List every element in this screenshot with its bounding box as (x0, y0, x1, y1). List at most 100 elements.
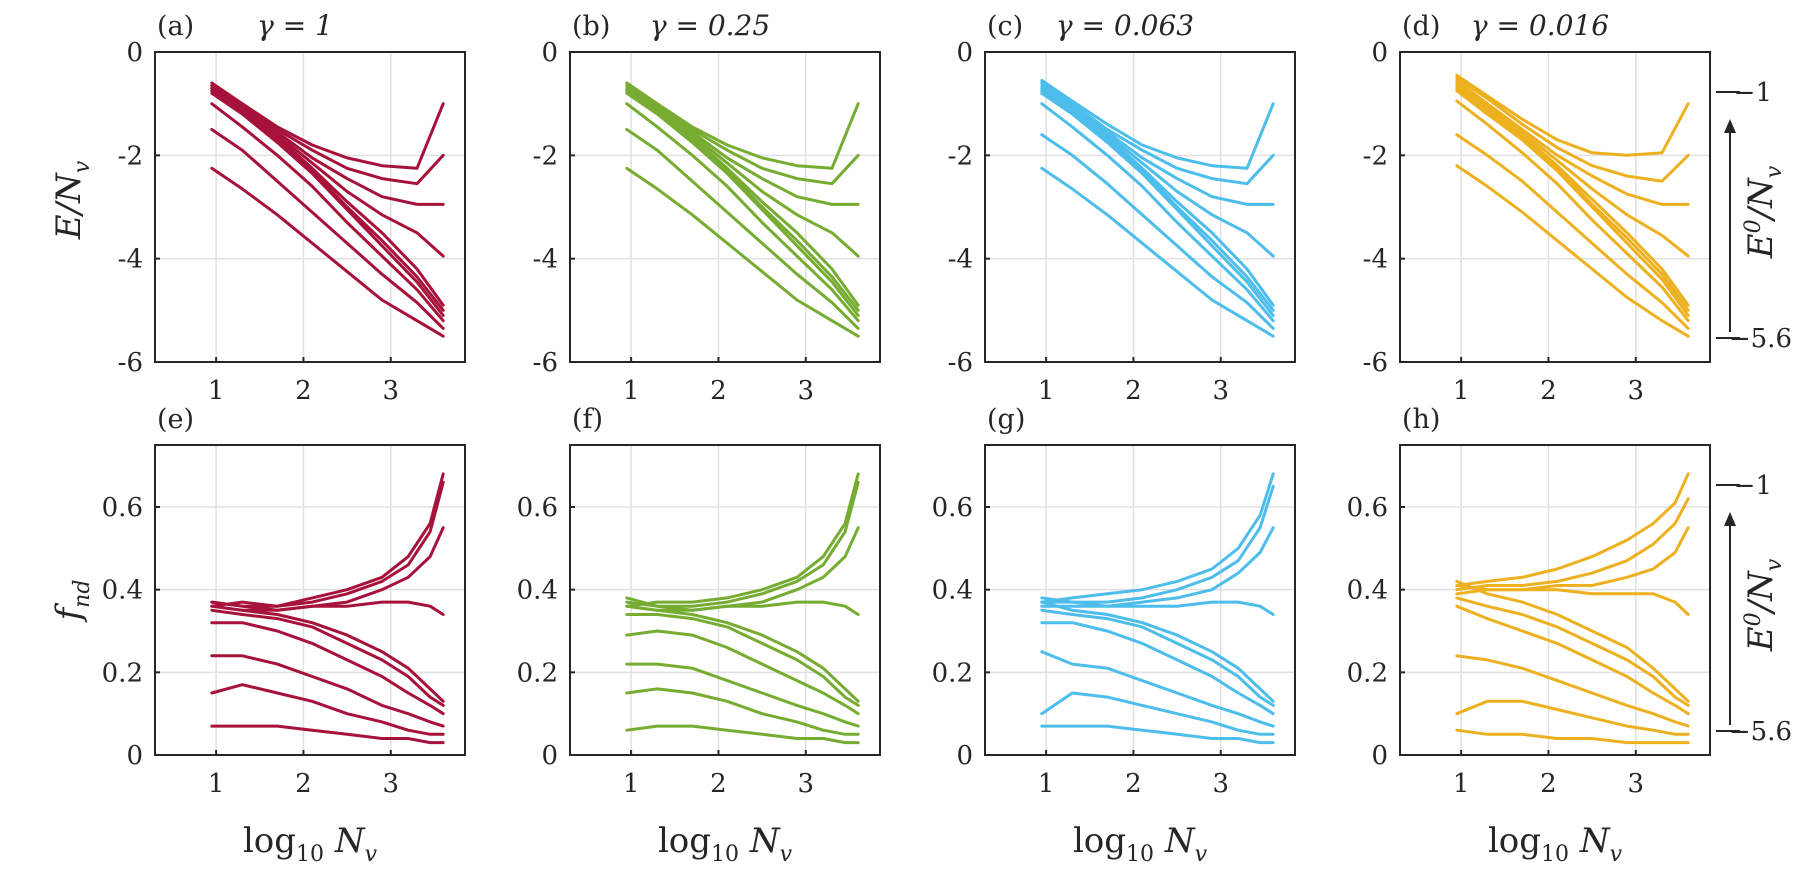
panel-label: (d) (1402, 11, 1440, 42)
series-line-s1 (625, 81, 860, 170)
axes-frame (154, 444, 466, 756)
panel-label: (a) (157, 11, 194, 42)
y-tick-label: 0 (126, 741, 143, 771)
series-line-s4 (625, 86, 860, 258)
x-axis-label-log: log (243, 821, 296, 861)
y-tick-label: -2 (948, 141, 973, 171)
series-line-s4 (1040, 600, 1275, 616)
colorbar-label-sub: v (1762, 558, 1787, 571)
axes-frame (1399, 51, 1711, 363)
panel-title: γ = 1 (257, 9, 333, 42)
series-line-s2 (1455, 497, 1690, 592)
x-axis-label: log10 Nv (1073, 821, 1208, 867)
series-line-s6 (1455, 86, 1690, 312)
series-line-s4 (1455, 81, 1690, 258)
x-axis-label-log: log (658, 821, 711, 861)
series-line-s7 (210, 91, 445, 317)
x-tick-label: 3 (798, 769, 815, 799)
x-tick-label: 2 (295, 769, 312, 799)
x-axis-label-var-sub: v (1195, 842, 1208, 867)
axes-frame (984, 51, 1296, 363)
colorbar-label-sup: 0 (1741, 219, 1766, 233)
colorbar-label-sup: 0 (1741, 612, 1766, 626)
series-line-s10 (625, 724, 860, 745)
series-line-s2 (210, 480, 445, 608)
panel-f: 1 2 3 0 0.2 0.4 0.6 (f) log10 Nv (517, 404, 881, 867)
x-axis-label-var-sub: v (365, 842, 378, 867)
colorbar-label-main: E (1741, 233, 1781, 259)
x-tick-label: 3 (1628, 376, 1645, 406)
colorbar-1: −1−5.6E0/Nv (1716, 78, 1792, 354)
y-tick-label: -6 (948, 348, 973, 378)
y-tick-label: 0.4 (517, 576, 558, 606)
panel-title: γ = 0.25 (650, 9, 770, 42)
series-line-s3 (1455, 78, 1690, 206)
y-tick-label: 0.4 (932, 576, 973, 606)
colorbar-label-sub: v (1762, 165, 1787, 178)
x-axis-label-base: 10 (1126, 842, 1154, 867)
y-tick-label: 0.6 (102, 493, 143, 523)
series-line-s1 (1455, 472, 1690, 587)
colorbar-label: E0/Nv (1741, 165, 1787, 259)
series-line-s2 (1455, 76, 1690, 183)
y-axis-label-energy-main: E/N (49, 172, 89, 240)
colorbar-2: −1−5.6E0/Nv (1716, 471, 1792, 747)
x-tick-label: 1 (623, 769, 640, 799)
x-axis-label-base: 10 (1541, 842, 1569, 867)
series-line-s8 (1455, 654, 1690, 728)
y-tick-label: -2 (533, 141, 558, 171)
series-line-s7 (1455, 604, 1690, 716)
colorbar-arrow-head (1724, 512, 1736, 526)
series-line-s10 (1455, 164, 1690, 338)
x-axis-label-var-sub: v (780, 842, 793, 867)
x-tick-label: 3 (1628, 769, 1645, 799)
series-line-s8 (1455, 99, 1690, 323)
y-tick-label: 0.6 (932, 493, 973, 523)
series-line-s6 (210, 89, 445, 312)
y-tick-label: -4 (1363, 245, 1388, 275)
series-line-s1 (210, 472, 445, 608)
panel-label: (h) (1402, 404, 1440, 435)
x-axis-label-var: N (1154, 821, 1196, 861)
x-axis-label-base: 10 (711, 842, 739, 867)
x-tick-label: 3 (1213, 376, 1230, 406)
series-line-s9 (1040, 133, 1275, 330)
series-line-s4 (210, 600, 445, 616)
y-tick-label: 0.2 (102, 658, 143, 688)
series-line-s9 (210, 683, 445, 736)
series-line-s3 (1040, 526, 1275, 608)
panel-label: (c) (987, 11, 1023, 42)
colorbar-arrow-head (1724, 119, 1736, 133)
y-tick-label: 0.4 (1347, 576, 1388, 606)
x-tick-label: 1 (1038, 769, 1055, 799)
series-line-s1 (1040, 472, 1275, 604)
x-tick-label: 3 (798, 376, 815, 406)
x-tick-label: 2 (710, 376, 727, 406)
x-tick-label: 2 (1540, 376, 1557, 406)
series-line-s7 (1455, 89, 1690, 317)
x-axis-label-var: N (739, 821, 781, 861)
colorbar-top-label: −1 (1734, 471, 1772, 501)
y-tick-label: 0 (956, 741, 973, 771)
series-line-s7 (210, 621, 445, 716)
x-tick-label: 2 (1125, 376, 1142, 406)
panel-h: 1 2 3 0 0.2 0.4 0.6 (h) log10 Nv (1347, 404, 1711, 867)
colorbar-label-post: /N (1741, 177, 1781, 222)
y-tick-label: -2 (118, 141, 143, 171)
series-line-s9 (625, 128, 860, 330)
series-line-s6 (210, 608, 445, 707)
x-tick-label: 1 (1038, 376, 1055, 406)
x-tick-label: 1 (623, 376, 640, 406)
y-tick-label: 0.6 (517, 493, 558, 523)
panel-e: 1 2 3 0 0.2 0.4 0.6 (e) log10 Nv (102, 404, 466, 867)
series-line-s6 (1040, 608, 1275, 707)
panel-label: (b) (572, 11, 610, 42)
series-line-s4 (210, 86, 445, 258)
y-tick-label: 0 (126, 38, 143, 68)
series-line-s8 (1040, 102, 1275, 323)
y-tick-label: 0 (1371, 741, 1388, 771)
y-tick-label: 0 (541, 38, 558, 68)
x-tick-label: 3 (1213, 769, 1230, 799)
series-line-s5 (625, 604, 860, 703)
panel-title: γ = 0.016 (1471, 9, 1609, 42)
